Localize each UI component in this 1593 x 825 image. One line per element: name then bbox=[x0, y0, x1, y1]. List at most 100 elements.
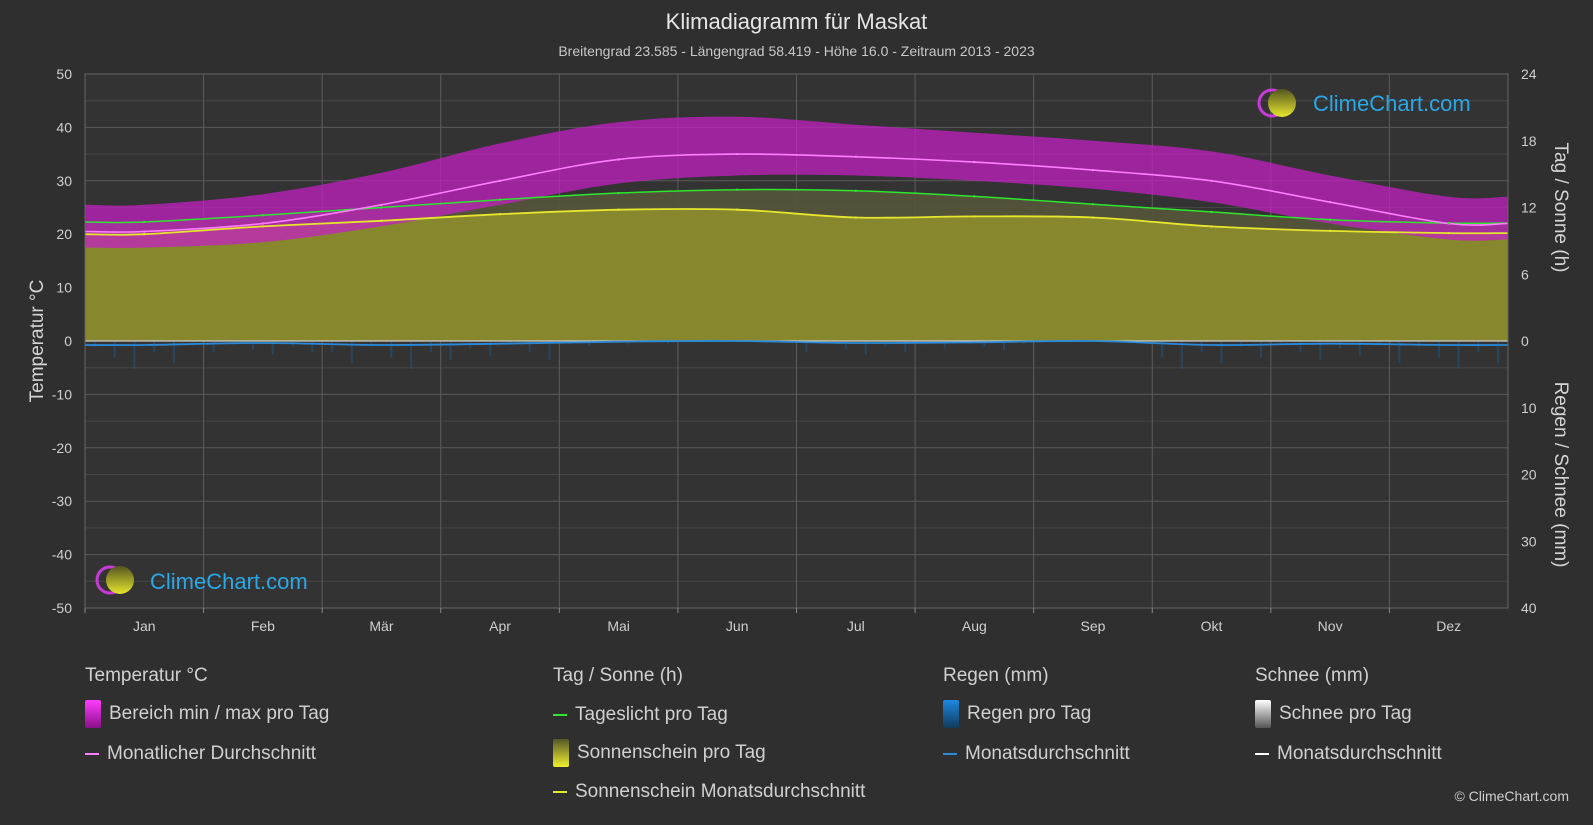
legend-header-rain: Regen (mm) bbox=[943, 665, 1049, 686]
sunshine-avg-point bbox=[261, 225, 265, 228]
daylight-point bbox=[143, 220, 146, 224]
brand-label-top: ClimeChart.com bbox=[1313, 91, 1471, 116]
x-tick-label: Jan bbox=[133, 618, 156, 634]
copyright-notice: © ClimeChart.com bbox=[1454, 788, 1569, 804]
swatch-snow bbox=[1255, 700, 1271, 728]
y-left-axis-title: Temperatur °C bbox=[27, 280, 48, 403]
rain-day-bar bbox=[1003, 341, 1006, 351]
daylight-point bbox=[736, 188, 739, 191]
daylight-point bbox=[617, 191, 620, 195]
y-left-tick-label: -20 bbox=[52, 440, 72, 456]
brand-logo-icon-top bbox=[1256, 86, 1300, 125]
rain-day-bar bbox=[1022, 341, 1025, 345]
legend-item-snow-avg: Monatsdurchschnitt bbox=[1255, 743, 1442, 765]
rain-day-bar bbox=[1319, 341, 1322, 360]
rain-day-bar bbox=[331, 341, 334, 353]
rain-day-bar bbox=[844, 341, 847, 350]
temp-avg-point bbox=[261, 222, 265, 225]
sunshine-area bbox=[85, 208, 1508, 341]
rain-day-bar bbox=[172, 341, 175, 364]
temp-range-band bbox=[85, 116, 1508, 248]
legend-item-snow-avg-label: Monatsdurchschnitt bbox=[1277, 743, 1442, 764]
sunshine-avg-point bbox=[1210, 225, 1213, 228]
rain-day-bar bbox=[153, 341, 156, 353]
rain-day-bar bbox=[943, 341, 946, 349]
legend-header-snow: Schnee (mm) bbox=[1255, 665, 1370, 686]
swatch-sunshine-avg bbox=[553, 790, 567, 793]
daylight-point bbox=[498, 198, 502, 201]
y-right-bottom-tick-label: 10 bbox=[1521, 400, 1537, 416]
rain-day-bar bbox=[1299, 341, 1302, 353]
rain-day-bar bbox=[627, 341, 630, 345]
legend-item-sunshine-avg-label: Sonnenschein Monatsdurchschnitt bbox=[575, 781, 866, 802]
x-tick-label: Okt bbox=[1201, 618, 1223, 634]
rain-day-bar bbox=[667, 341, 670, 344]
y-right-top-tick-label: 6 bbox=[1521, 266, 1529, 282]
rain-day-bar bbox=[370, 341, 373, 347]
swatch-rain-avg bbox=[943, 752, 957, 755]
rain-day-bar bbox=[805, 341, 808, 353]
swatch-snow-avg bbox=[1255, 752, 1269, 755]
rain-day-bar bbox=[587, 341, 590, 346]
rain-day-bar bbox=[1437, 341, 1440, 358]
chart-title: Klimadiagramm für Maskat bbox=[665, 9, 928, 34]
daylight-point bbox=[1328, 218, 1332, 221]
legend-item-sunshine: Sonnenschein pro Tag bbox=[553, 739, 766, 767]
sunshine-avg-point bbox=[1447, 231, 1450, 235]
y-right-top-tick-label: 24 bbox=[1521, 66, 1537, 82]
y-right-top-tick-label: 0 bbox=[1521, 333, 1529, 349]
x-tick-label: Aug bbox=[962, 618, 987, 634]
x-tick-label: Dez bbox=[1436, 618, 1461, 634]
legend-item-rain-label: Regen pro Tag bbox=[967, 703, 1092, 725]
sunshine-avg-point bbox=[498, 212, 502, 216]
y-left-tick-label: -30 bbox=[52, 493, 72, 509]
swatch-sunshine bbox=[553, 739, 569, 767]
sunshine-avg-point bbox=[736, 208, 739, 211]
rain-day-bar bbox=[429, 341, 432, 353]
swatch-temp-avg bbox=[85, 752, 99, 755]
x-tick-label: Mär bbox=[369, 618, 393, 634]
daylight-line bbox=[84, 188, 1509, 225]
rain-day-bar bbox=[311, 341, 314, 353]
temp-avg-point bbox=[1091, 168, 1095, 172]
x-tick-label: Mai bbox=[607, 618, 630, 634]
rain-day-bar bbox=[1497, 341, 1500, 364]
rain-day-bar bbox=[1200, 341, 1203, 353]
daylight-point bbox=[380, 206, 383, 209]
rain-day-bar bbox=[390, 341, 393, 358]
x-tick-label: Nov bbox=[1318, 618, 1343, 634]
rain-day-bar bbox=[1220, 341, 1223, 364]
sunshine-avg-point bbox=[380, 219, 383, 223]
legend-header-daylight: Tag / Sonne (h) bbox=[553, 665, 683, 686]
legend-item-temp-avg-label: Monatlicher Durchschnitt bbox=[107, 743, 317, 764]
legend-item-rain-avg-label: Monatsdurchschnitt bbox=[965, 743, 1130, 764]
y-left-tick-label: 20 bbox=[56, 226, 72, 242]
swatch-rain bbox=[943, 700, 959, 728]
sunshine-avg-point bbox=[617, 208, 620, 211]
legend-item-sunshine-label: Sonnenschein pro Tag bbox=[577, 742, 766, 764]
rain-avg-line bbox=[84, 340, 1509, 347]
daylight-point bbox=[1091, 202, 1095, 206]
daylight-point bbox=[261, 214, 265, 217]
legend-item-daylight: Tageslicht pro Tag bbox=[553, 704, 728, 726]
legend-header-temperature: Temperatur °C bbox=[85, 665, 208, 686]
x-tick-label: Jul bbox=[847, 618, 865, 634]
legend-item-daylight-label: Tageslicht pro Tag bbox=[575, 704, 728, 725]
rain-day-bar bbox=[1259, 341, 1262, 358]
rain-day-bar bbox=[489, 341, 492, 356]
sunshine-avg-point bbox=[1091, 216, 1095, 219]
rain-day-bar bbox=[1477, 341, 1480, 353]
sunshine-avg-point bbox=[973, 215, 976, 218]
temp-avg-point bbox=[143, 230, 146, 233]
brand-label-bottom: ClimeChart.com bbox=[150, 569, 308, 594]
temp-avg-point bbox=[1210, 179, 1213, 182]
legend-item-temp-range-label: Bereich min / max pro Tag bbox=[109, 703, 330, 725]
y-right-top-tick-label: 18 bbox=[1521, 133, 1537, 149]
y-right-bottom-tick-label: 30 bbox=[1521, 533, 1537, 549]
x-tick-label: Sep bbox=[1080, 618, 1105, 634]
daylight-point bbox=[1447, 221, 1450, 225]
temp-avg-line bbox=[84, 153, 1509, 233]
temp-avg-point bbox=[736, 152, 739, 156]
swatch-daylight bbox=[553, 713, 567, 716]
sunshine-avg-point bbox=[143, 233, 146, 236]
